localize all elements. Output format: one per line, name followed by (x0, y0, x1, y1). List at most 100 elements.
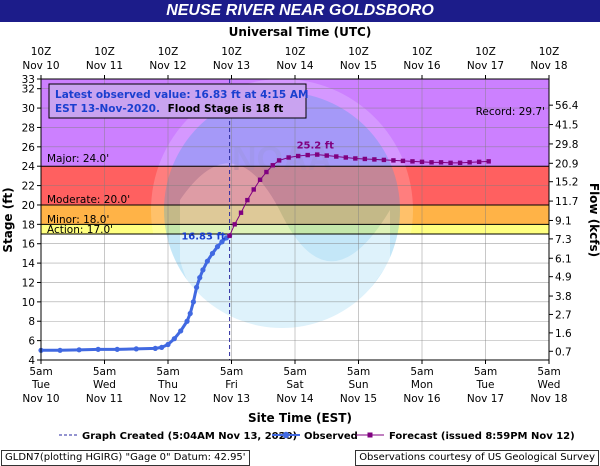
forecast-point (400, 158, 406, 164)
legend-created-label: Graph Created (5:04AM Nov 13, 2020) (82, 431, 297, 442)
forecast-point (251, 187, 256, 192)
left-axis-title: Stage (ft) (1, 187, 15, 252)
x-tick-date: Nov 18 (530, 393, 567, 405)
x2-tick-time: 10Z (475, 46, 496, 58)
forecast-point (429, 160, 434, 165)
x-tick-day: Sat (286, 379, 303, 391)
y2-tick-label: 9.1 (555, 215, 572, 227)
x-tick-date: Nov 17 (467, 393, 504, 405)
forecast-point (438, 160, 444, 165)
x-tick-date: Nov 10 (22, 393, 59, 405)
observed-point (193, 284, 200, 290)
y2-tick-label: 4.9 (555, 272, 572, 284)
x-tick-date: Nov 11 (86, 393, 123, 405)
x-tick-day: Sun (349, 379, 369, 391)
forecast-point (227, 233, 232, 238)
x-tick-time: 5am (29, 366, 52, 378)
x2-tick-time: 10Z (412, 46, 433, 58)
forecast-point (264, 169, 269, 175)
y-tick-label: 12 (22, 277, 35, 289)
forecast-point (467, 160, 472, 165)
x2-tick-time: 10Z (285, 46, 306, 58)
note-date: EST 13-Nov-2020. (55, 103, 160, 115)
y-tick-label: 20 (22, 200, 35, 212)
observed-point (76, 347, 82, 353)
latest-observation-note: Latest observed value: 16.83 ft at 4:15 … (48, 83, 308, 119)
x-tick-day: Fri (225, 379, 238, 391)
observed-point (200, 267, 206, 273)
y-tick-label: 24 (22, 161, 36, 173)
legend-observed-marker (282, 431, 290, 439)
forecast-point (448, 160, 453, 166)
x-tick-day: Wed (93, 379, 116, 391)
bottom-axis-title: Site Time (EST) (248, 411, 352, 425)
x-tick-time: 5am (474, 366, 497, 378)
y-tick-label: 33 (22, 74, 35, 86)
observed-point (165, 341, 171, 348)
x-tick-day: Mon (411, 379, 433, 391)
y-tick-label: 10 (22, 297, 35, 309)
x-tick-time: 5am (410, 366, 433, 378)
x-tick-date: Nov 13 (213, 393, 250, 405)
forecast-point (238, 210, 244, 215)
forecast-point (257, 177, 263, 182)
forecast-point (381, 157, 387, 163)
forecast-point (286, 155, 291, 160)
x2-tick-time: 10Z (94, 46, 115, 58)
x-tick-time: 5am (156, 366, 179, 378)
forecast-point (486, 159, 491, 164)
forecast-point (391, 158, 396, 163)
observed-point (178, 328, 184, 334)
legend-observed-label: Observed (304, 431, 358, 442)
x-tick-time: 5am (220, 366, 243, 378)
y-tick-label: 4 (28, 355, 35, 367)
observed-point (209, 250, 216, 257)
forecast-point (245, 197, 250, 203)
x2-tick-date: Nov 13 (213, 60, 250, 72)
x-tick-day: Tue (31, 379, 50, 391)
forecast-point (295, 153, 301, 159)
y2-tick-label: 7.3 (555, 234, 572, 246)
y-tick-label: 30 (22, 103, 35, 115)
observed-point (219, 239, 225, 245)
y-tick-label: 8 (28, 316, 35, 328)
x2-tick-date: Nov 18 (530, 60, 567, 72)
x-tick-date: Nov 16 (403, 393, 441, 405)
forecast-point (410, 159, 415, 164)
y-tick-label: 18 (22, 219, 35, 231)
x-tick-time: 5am (283, 366, 306, 378)
category-label-minor: Minor: 18.0' (47, 214, 109, 226)
x-tick-day: Wed (538, 379, 561, 391)
x2-tick-date: Nov 12 (149, 60, 186, 72)
y-tick-label: 22 (22, 181, 35, 193)
x-tick-date: Nov 14 (276, 393, 314, 405)
forecast-point (276, 158, 282, 163)
data-labels: 16.83 ft 25.2 ft (181, 141, 334, 243)
observed-point (190, 299, 196, 305)
forecast-point (315, 152, 320, 157)
x2-tick-time: 10Z (31, 46, 52, 58)
y2-tick-label: 29.8 (555, 139, 578, 151)
observed-point (57, 347, 63, 353)
y2-tick-label: 6.1 (555, 253, 572, 265)
legend: Graph Created (5:04AM Nov 13, 2020) Obse… (59, 431, 575, 442)
hydrograph-chart: NOAA Action: 17.0'Minor: 18.0' Moderate: … (1, 25, 600, 442)
category-label-major: Major: 24.0' (47, 153, 109, 165)
series-layer (38, 152, 491, 353)
noaa-watermark: NOAA (151, 79, 413, 341)
y2-tick-label: 15.2 (555, 177, 578, 189)
right-axis-title: Flow (kcfs) (587, 183, 600, 257)
y-tick-label: 6 (28, 336, 35, 348)
x-tick-time: 5am (93, 366, 116, 378)
x2-tick-date: Nov 11 (86, 60, 123, 72)
y2-tick-label: 0.7 (555, 346, 572, 358)
observed-point (114, 346, 120, 352)
data-source-note: Observations courtesy of US Geological S… (355, 450, 599, 466)
observed-point (184, 318, 190, 324)
chart-title: NEUSE RIVER NEAR GOLDSBORO (0, 0, 600, 22)
note-line-2: EST 13-Nov-2020. Flood Stage is 18 ft (55, 103, 283, 115)
x-tick-date: Nov 12 (149, 393, 186, 405)
observed-value-label: 16.83 ft (181, 232, 225, 243)
y2-tick-label: 11.7 (555, 196, 578, 208)
y-tick-label: 28 (22, 122, 35, 134)
